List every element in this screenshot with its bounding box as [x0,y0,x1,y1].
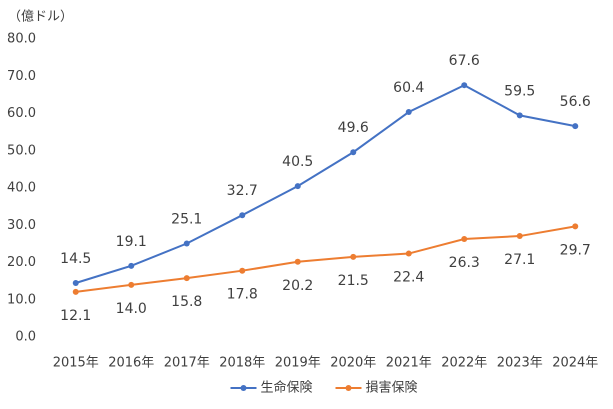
marker [294,183,301,190]
marker [405,109,412,116]
marker [572,223,579,230]
x-tick-label: 2019年 [275,356,321,371]
x-tick-label: 2020年 [330,356,376,371]
data-label: 22.4 [393,270,424,286]
marker [350,149,357,156]
legend-marker [240,385,247,391]
data-label: 67.6 [449,53,480,69]
marker [405,250,412,257]
y-tick-label: 10.0 [7,292,36,307]
y-tick-label: 60.0 [7,106,36,121]
marker [516,233,523,240]
legend-marker [345,385,352,391]
marker [183,240,190,247]
line [75,225,576,293]
data-label: 25.1 [171,212,202,228]
marker [239,267,246,274]
marker [183,275,190,282]
marker [461,236,468,243]
data-label: 27.1 [504,252,535,268]
legend-label: 生命保険 [261,380,313,396]
marker [72,279,79,286]
data-label: 29.7 [560,242,591,258]
x-tick-label: 2018年 [219,356,265,371]
x-tick-label: 2024年 [552,356,598,371]
data-label: 12.1 [60,308,91,324]
marker [239,212,246,219]
marker [461,82,468,89]
data-label: 60.4 [393,80,424,96]
data-label: 40.5 [282,154,313,170]
data-label: 32.7 [227,183,258,199]
y-tick-label: 40.0 [7,181,36,196]
marker [350,253,357,260]
marker [128,281,135,288]
y-tick-label: 50.0 [7,143,36,158]
data-label: 15.8 [171,294,202,310]
x-tick-label: 2016年 [108,356,154,371]
y-axis-label: （億ドル） [8,9,73,25]
line [75,84,576,284]
marker [572,123,579,130]
data-label: 14.5 [60,251,91,267]
data-label: 17.8 [227,287,258,303]
y-tick-label: 20.0 [7,255,36,270]
data-label: 20.2 [282,278,313,294]
x-tick-label: 2023年 [497,356,543,371]
y-tick-label: 30.0 [7,218,36,233]
x-tick-label: 2017年 [164,356,210,371]
data-label: 49.6 [338,120,369,136]
data-label: 26.3 [449,255,480,271]
x-tick-label: 2021年 [386,356,432,371]
y-tick-label: 80.0 [7,32,36,47]
y-tick-label: 0.0 [15,330,36,345]
marker [72,288,79,295]
marker [128,262,135,269]
data-label: 21.5 [338,273,369,289]
data-label: 14.0 [116,301,147,317]
data-label: 56.6 [560,94,591,110]
data-label: 19.1 [116,234,147,250]
legend-label: 損害保険 [366,380,418,396]
x-tick-label: 2022年 [441,356,487,371]
y-tick-label: 70.0 [7,69,36,84]
x-tick-label: 2015年 [53,356,99,371]
data-label: 59.5 [504,83,535,99]
marker [294,258,301,265]
marker [516,112,523,119]
